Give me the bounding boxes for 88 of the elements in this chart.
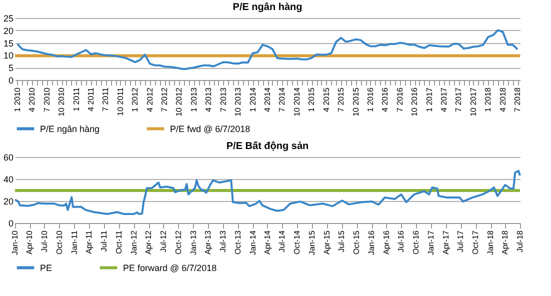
x-tick-label: Apr-18 bbox=[500, 230, 510, 255]
chart-title: P/E Bất động sản bbox=[226, 141, 309, 152]
x-tick-label: 1 2011 bbox=[72, 86, 81, 112]
x-tick-label: Oct-12 bbox=[174, 230, 183, 255]
x-tick-label: Jan-13 bbox=[188, 230, 198, 255]
x-tick-label: 10 2011 bbox=[116, 86, 125, 116]
y-tick-label: 10 bbox=[3, 50, 14, 61]
x-tick-label: 4 2017 bbox=[440, 86, 449, 112]
y-tick-label: 0 bbox=[8, 218, 14, 228]
x-tick-label: Jul-11 bbox=[99, 230, 108, 252]
x-tick-label: 1 2018 bbox=[484, 86, 493, 112]
x-tick-label: 10 2017 bbox=[468, 86, 478, 116]
x-tick-label: 7 2017 bbox=[454, 86, 464, 112]
x-tick-label: 4 2012 bbox=[145, 86, 154, 112]
x-tick-label: Oct-15 bbox=[352, 230, 362, 255]
line-series bbox=[14, 170, 521, 215]
x-tick-label: 7 2016 bbox=[395, 86, 404, 112]
y-tick-label: 15 bbox=[3, 38, 14, 48]
x-tick-label: 4 2014 bbox=[263, 86, 272, 112]
x-tick-label: Jul-16 bbox=[396, 230, 406, 252]
x-tick-label: Apr-10 bbox=[25, 230, 34, 255]
x-tick-label: 10 2013 bbox=[234, 86, 243, 116]
x-tick-label: Jul-12 bbox=[158, 230, 168, 252]
x-tick-label: 10 2015 bbox=[351, 86, 360, 116]
x-tick-label: Oct-10 bbox=[54, 230, 64, 255]
x-tick-label: Jan-18 bbox=[486, 230, 496, 255]
x-tick-label: Jan-10 bbox=[10, 230, 20, 255]
x-tick-label: Apr-11 bbox=[84, 230, 94, 254]
chart-title: P/E ngân hàng bbox=[232, 2, 302, 13]
x-tick-label: 4 2013 bbox=[204, 86, 214, 112]
y-tick-label: 40 bbox=[3, 174, 14, 184]
x-tick-label: Jul-17 bbox=[456, 230, 466, 252]
legend-label: PE bbox=[40, 262, 52, 273]
x-tick-label: 7 2013 bbox=[218, 86, 228, 112]
x-tick-label: 1 2016 bbox=[366, 86, 375, 112]
x-tick-label: 7 2018 bbox=[513, 86, 522, 112]
y-tick-label: 60 bbox=[3, 152, 14, 162]
x-tick-label: Jan-11 bbox=[70, 230, 79, 254]
x-tick-label: 7 2012 bbox=[160, 86, 170, 112]
x-tick-label: Apr-17 bbox=[441, 230, 450, 255]
x-tick-label: Oct-11 bbox=[114, 230, 124, 254]
x-tick-label: Jan-17 bbox=[426, 230, 436, 255]
x-tick-label: Apr-12 bbox=[144, 230, 154, 255]
line-series bbox=[16, 29, 519, 70]
y-tick-label: 25 bbox=[3, 14, 14, 24]
x-tick-label: Jan-12 bbox=[129, 230, 138, 255]
x-tick-label: Oct-16 bbox=[412, 230, 421, 255]
x-tick-label: 10 2012 bbox=[174, 86, 184, 116]
x-tick-label: 10 2016 bbox=[410, 86, 420, 116]
x-tick-label: 4 2018 bbox=[498, 86, 508, 112]
y-tick-label: 20 bbox=[3, 196, 14, 206]
x-tick-label: Jul-10 bbox=[40, 230, 49, 252]
x-tick-label: 1 2013 bbox=[189, 86, 198, 112]
x-tick-label: Jan-15 bbox=[308, 230, 317, 255]
x-tick-label: Oct-17 bbox=[471, 230, 480, 255]
x-tick-label: 1 2015 bbox=[307, 86, 316, 112]
y-tick-label: 5 bbox=[8, 63, 14, 74]
x-tick-label: 1 2012 bbox=[130, 86, 140, 112]
legend-label: P/E fwd @ 6/7/2018 bbox=[170, 124, 250, 134]
x-tick-label: 4 2011 bbox=[86, 86, 96, 112]
x-tick-label: 1 2010 bbox=[12, 86, 22, 112]
x-tick-label: 10 2010 bbox=[57, 86, 66, 116]
x-tick-label: 4 2015 bbox=[322, 86, 331, 112]
x-tick-label: 7 2010 bbox=[42, 86, 52, 112]
x-tick-label: 4 2016 bbox=[380, 86, 390, 112]
x-tick-label: Jul-18 bbox=[516, 230, 524, 252]
x-tick-label: Apr-13 bbox=[204, 230, 213, 255]
legend-label: P/E ngân hàng bbox=[40, 124, 100, 134]
y-tick-label: 20 bbox=[3, 26, 14, 36]
x-tick-label: Jan-16 bbox=[367, 230, 376, 255]
y-tick-label: 0 bbox=[8, 76, 14, 86]
x-tick-label: 4 2010 bbox=[28, 86, 37, 112]
legend-label: PE forward @ 6/7/2018 bbox=[123, 262, 217, 273]
x-tick-label: 7 2011 bbox=[101, 86, 110, 112]
x-tick-label: 7 2014 bbox=[278, 86, 287, 112]
x-tick-label: Apr-15 bbox=[322, 230, 332, 255]
x-tick-label: Jan-14 bbox=[248, 230, 258, 255]
x-tick-label: Apr-16 bbox=[382, 230, 391, 255]
x-tick-label: 10 2014 bbox=[292, 86, 302, 116]
x-tick-label: Oct-14 bbox=[292, 230, 302, 255]
x-tick-label: 7 2015 bbox=[336, 86, 346, 112]
x-tick-label: Apr-14 bbox=[262, 230, 272, 255]
x-tick-label: 1 2014 bbox=[248, 86, 258, 112]
x-tick-label: 1 2017 bbox=[424, 86, 434, 112]
x-tick-label: Jul-14 bbox=[278, 230, 287, 252]
x-tick-label: Jul-13 bbox=[218, 230, 228, 252]
x-tick-label: Jul-15 bbox=[337, 230, 346, 252]
x-tick-label: Oct-13 bbox=[233, 230, 242, 255]
